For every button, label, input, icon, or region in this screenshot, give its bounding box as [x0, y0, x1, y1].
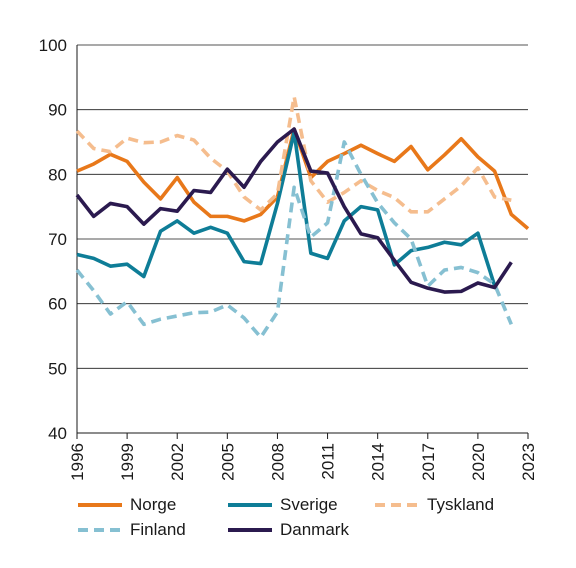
legend-label-sverige: Sverige [280, 495, 338, 514]
y-tick-label-80: 80 [48, 165, 67, 184]
x-tick-label-1996: 1996 [68, 443, 87, 481]
x-tick-label-2020: 2020 [469, 443, 488, 481]
x-tick-labels: 1996 1999 2002 2005 2008 2011 2014 2017 2020 2023 [68, 443, 538, 481]
series-lines [75, 94, 530, 340]
x-tick-label-2008: 2008 [268, 443, 287, 481]
y-tick-label-50: 50 [48, 359, 67, 378]
legend-item-sverige: Sverige [228, 494, 338, 516]
y-tick-label-60: 60 [48, 295, 67, 314]
x-tick-label-2023: 2023 [519, 443, 538, 481]
legend-item-danmark: Danmark [228, 519, 349, 541]
line-chart: 40 50 60 70 80 90 100 1996 1999 2002 2005 2008 2011… [39, 36, 538, 481]
x-tick-label-2002: 2002 [168, 443, 187, 481]
legend-label-tyskland: Tyskland [427, 495, 495, 514]
x-tick-label-2005: 2005 [218, 443, 237, 481]
legend-swatch-finland [78, 528, 122, 532]
y-tick-label-70: 70 [48, 230, 67, 249]
legend-swatch-norge [78, 503, 122, 507]
legend-label-danmark: Danmark [280, 520, 349, 539]
y-tick-labels: 40 50 60 70 80 90 100 [39, 36, 67, 443]
y-tick-label-90: 90 [48, 101, 67, 120]
legend: Norge Sverige Tyskland Finland Danmark [78, 494, 548, 544]
legend-swatch-danmark [228, 528, 272, 532]
legend-label-norge: Norge [130, 495, 177, 514]
legend-label-finland: Finland [130, 520, 186, 539]
x-tick-label-2014: 2014 [369, 443, 388, 481]
x-tick-label-2011: 2011 [319, 443, 338, 480]
legend-item-tyskland: Tyskland [375, 494, 494, 516]
x-tick-label-2017: 2017 [419, 443, 438, 481]
legend-item-norge: Norge [78, 494, 176, 516]
legend-swatch-sverige [228, 503, 272, 507]
x-tick-label-1999: 1999 [118, 443, 137, 481]
series-line-sverige [76, 130, 497, 287]
series-line-tyskland [75, 94, 512, 214]
legend-item-finland: Finland [78, 519, 186, 541]
series-line-danmark [75, 127, 513, 294]
y-tick-label-100: 100 [39, 36, 67, 55]
series-line-finland [75, 140, 513, 340]
legend-swatch-tyskland [375, 503, 419, 507]
y-tick-label-40: 40 [48, 424, 67, 443]
axes [76, 45, 529, 439]
grid-lines [77, 44, 528, 369]
